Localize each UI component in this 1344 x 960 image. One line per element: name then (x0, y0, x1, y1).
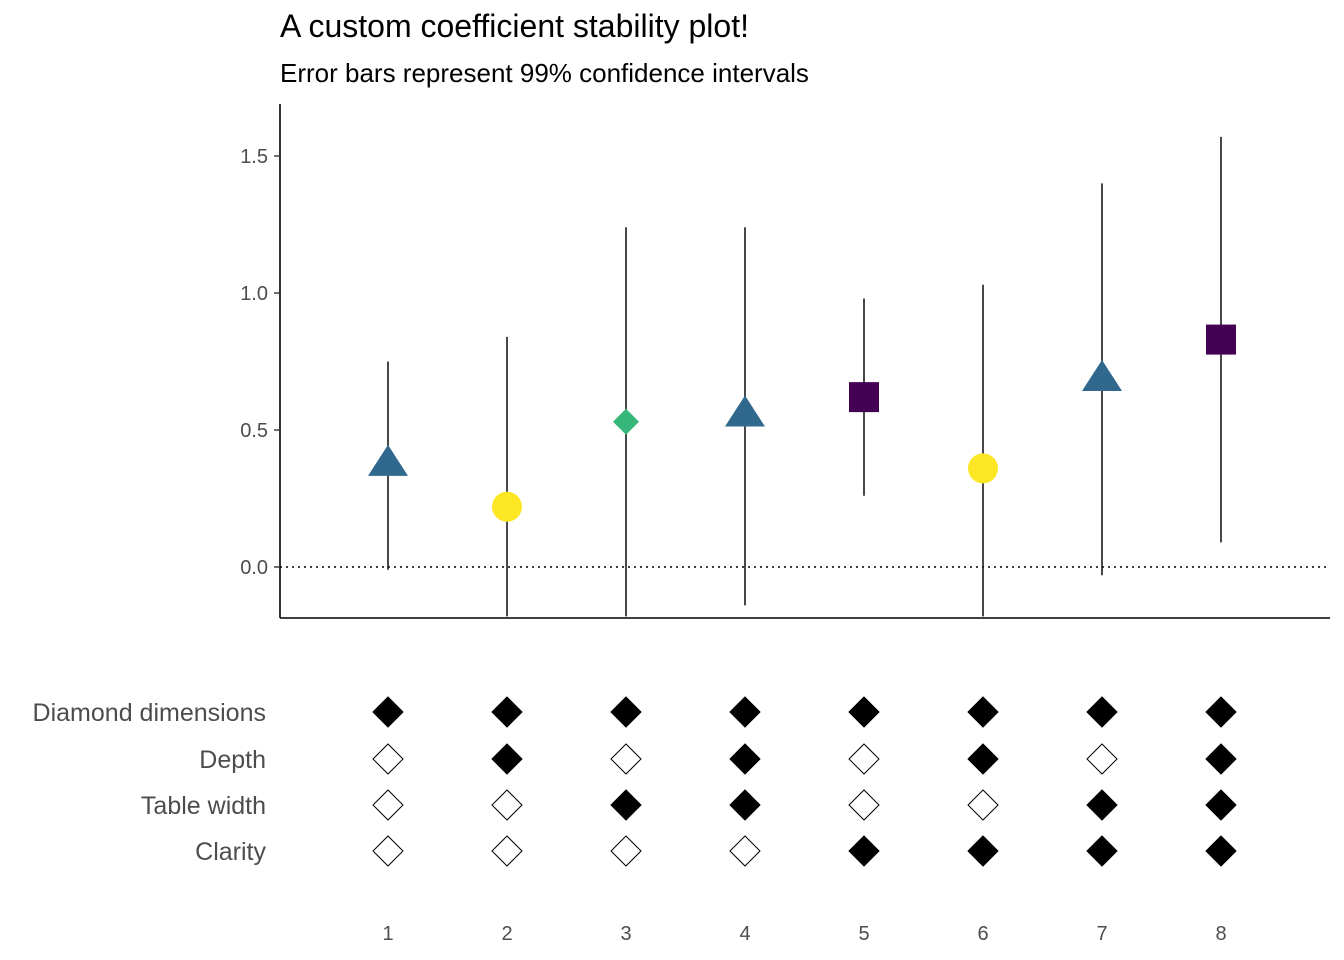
indicator-filled-diamond (967, 696, 999, 728)
indicator-filled-diamond (1205, 743, 1237, 775)
indicator-matrix (372, 696, 1237, 867)
indicator-filled-diamond (491, 696, 523, 728)
indicator-empty-diamond (848, 789, 880, 821)
indicator-filled-diamond (729, 789, 761, 821)
y-tick-label: 1.0 (240, 283, 268, 305)
indicator-empty-diamond (848, 743, 880, 775)
estimate-point-square (1206, 324, 1236, 355)
indicator-empty-diamond (967, 789, 999, 821)
indicator-row-label: Diamond dimensions (33, 699, 266, 727)
indicator-empty-diamond (491, 789, 523, 821)
indicator-filled-diamond (848, 696, 880, 728)
indicator-filled-diamond (1086, 835, 1118, 867)
x-tick-label: 7 (1096, 923, 1107, 945)
chart-subtitle: Error bars represent 99% confidence inte… (280, 58, 809, 88)
indicator-filled-diamond (491, 743, 523, 775)
indicator-filled-diamond (848, 835, 880, 867)
indicator-empty-diamond (729, 835, 761, 867)
x-tick-label: 1 (382, 923, 393, 945)
indicator-filled-diamond (967, 835, 999, 867)
indicator-filled-diamond (610, 696, 642, 728)
x-tick-label: 6 (977, 923, 988, 945)
indicator-filled-diamond (729, 696, 761, 728)
y-tick-label: 0.5 (240, 420, 268, 442)
indicator-empty-diamond (372, 789, 404, 821)
indicator-empty-diamond (372, 743, 404, 775)
indicator-filled-diamond (372, 696, 404, 728)
estimate-point-square (849, 382, 879, 413)
estimate-point-triangle (1082, 359, 1122, 391)
indicator-filled-diamond (1086, 696, 1118, 728)
y-tick-label: 1.5 (240, 146, 268, 168)
indicator-row-label: Depth (199, 746, 266, 774)
estimate-point-triangle (725, 395, 765, 427)
estimate-points (368, 324, 1236, 522)
indicator-empty-diamond (1086, 743, 1118, 775)
estimate-point-circle (968, 453, 998, 484)
indicator-filled-diamond (610, 789, 642, 821)
indicator-filled-diamond (1086, 789, 1118, 821)
indicator-filled-diamond (967, 743, 999, 775)
plot-axes (279, 104, 1330, 619)
x-tick-label: 2 (501, 923, 512, 945)
indicator-filled-diamond (1205, 696, 1237, 728)
estimate-point-diamond (613, 408, 639, 435)
indicator-row-label: Clarity (195, 838, 266, 866)
indicator-filled-diamond (1205, 789, 1237, 821)
y-tick-label: 0.0 (240, 557, 268, 579)
x-axis-tick-labels: 1 2 3 4 5 6 7 8 (382, 923, 1226, 945)
x-tick-label: 4 (739, 923, 750, 945)
indicator-row-labels: Diamond dimensions Depth Table width Clarit… (33, 699, 267, 866)
indicator-row-label: Table width (141, 792, 266, 820)
x-tick-label: 5 (858, 923, 869, 945)
estimate-point-circle (492, 491, 522, 522)
indicator-empty-diamond (372, 835, 404, 867)
y-axis-ticks: 0.0 0.5 1.0 1.5 (240, 146, 280, 579)
estimate-point-triangle (368, 444, 408, 476)
indicator-empty-diamond (610, 743, 642, 775)
indicator-empty-diamond (491, 835, 523, 867)
indicator-filled-diamond (729, 743, 761, 775)
chart-title: A custom coefficient stability plot! (280, 8, 749, 44)
indicator-empty-diamond (610, 835, 642, 867)
x-tick-label: 3 (620, 923, 631, 945)
indicator-filled-diamond (1205, 835, 1237, 867)
x-tick-label: 8 (1215, 923, 1226, 945)
